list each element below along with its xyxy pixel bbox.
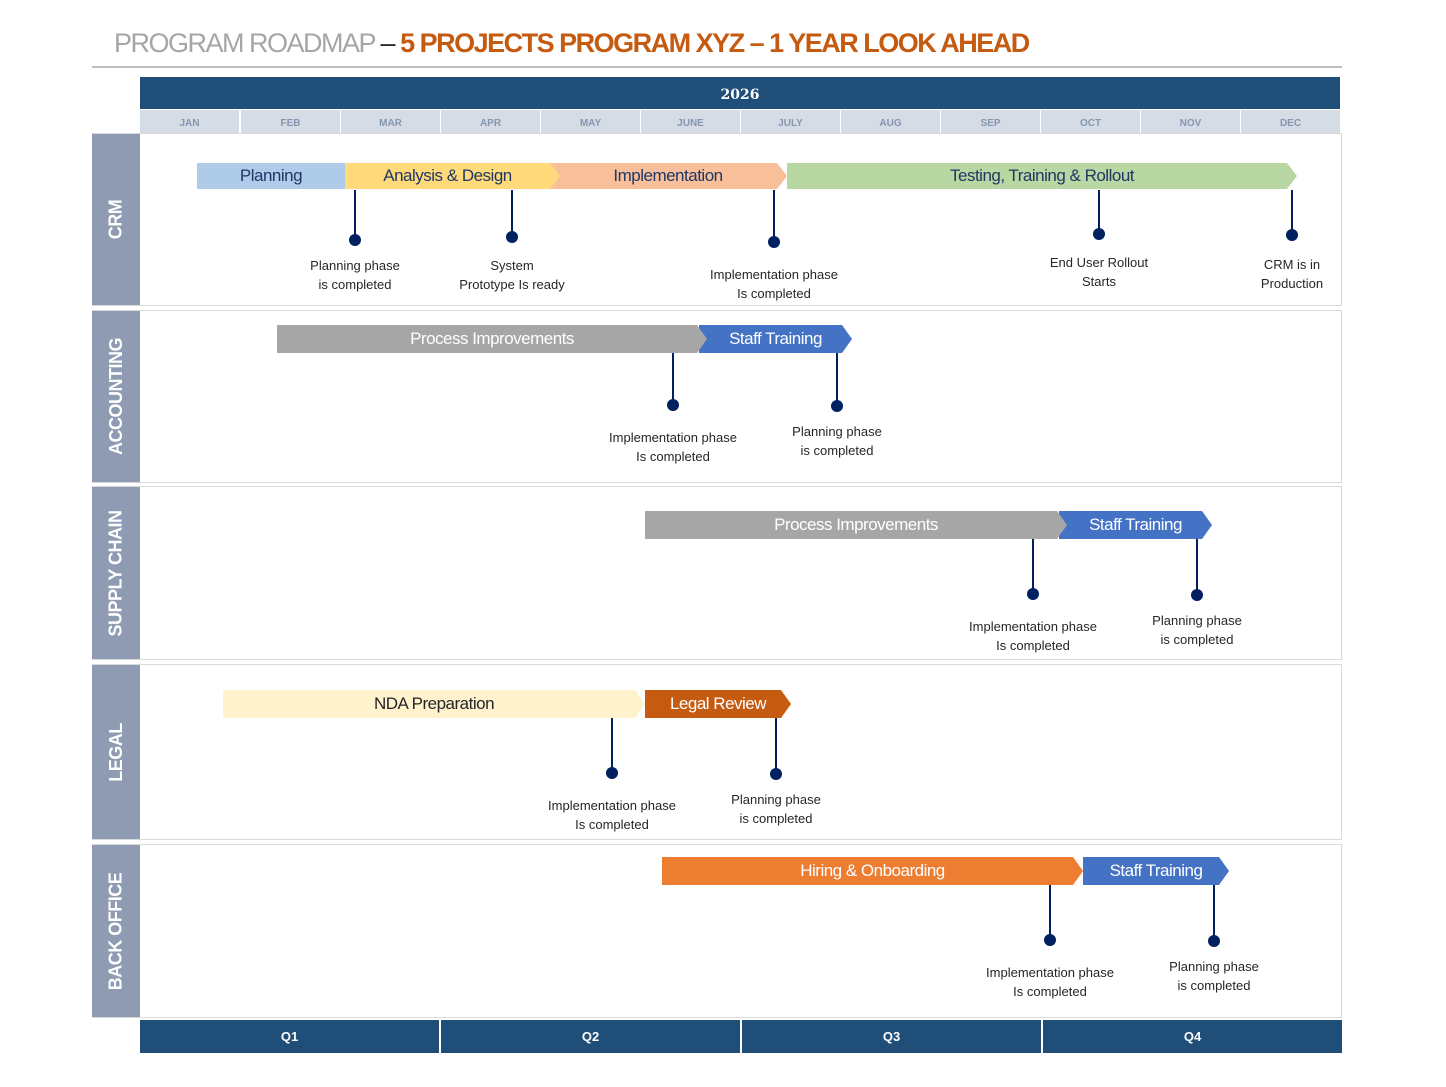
- row-label-supply-chain: SUPPLY CHAIN: [92, 487, 140, 659]
- milestone-dot[interactable]: [506, 231, 518, 243]
- quarter-q4: Q4: [1043, 1020, 1342, 1053]
- quarter-q3: Q3: [742, 1020, 1041, 1053]
- month-oct: OCT: [1041, 110, 1140, 137]
- phase-bar[interactable]: Staff Training: [1059, 511, 1212, 539]
- milestone-stem: [1196, 539, 1198, 595]
- milestone-dot[interactable]: [1027, 588, 1039, 600]
- page-title: PROGRAM ROADMAP – 5 PROJECTS PROGRAM XYZ…: [114, 28, 1030, 58]
- month-may: MAY: [541, 110, 640, 137]
- row-label-crm: CRM: [92, 134, 140, 305]
- milestone-dot[interactable]: [349, 234, 361, 246]
- phase-bar[interactable]: Implementation: [549, 163, 787, 189]
- milestone-label: Implementation phase Is completed: [548, 798, 676, 832]
- milestone-dot[interactable]: [1286, 229, 1298, 241]
- milestone-label: System Prototype Is ready: [459, 258, 565, 292]
- row-label-accounting: ACCOUNTING: [92, 311, 140, 482]
- milestone-label: Implementation phase Is completed: [609, 430, 737, 464]
- phase-bar[interactable]: Testing, Training & Rollout: [787, 163, 1297, 189]
- month-aug: AUG: [841, 110, 940, 137]
- milestone-stem: [611, 718, 613, 773]
- milestone-stem: [354, 190, 356, 240]
- row-label-text: BACK OFFICE: [105, 872, 126, 990]
- milestone-stem: [775, 718, 777, 774]
- milestone-label: Planning phase is completed: [731, 792, 821, 826]
- phase-bar[interactable]: NDA Preparation: [223, 690, 645, 718]
- milestone-stem: [511, 190, 513, 237]
- month-nov: NOV: [1141, 110, 1240, 137]
- milestone-dot[interactable]: [1093, 228, 1105, 240]
- milestone-stem: [1032, 539, 1034, 594]
- milestone-stem: [1098, 190, 1100, 234]
- month-jan: JAN: [140, 110, 239, 137]
- milestone-stem: [1049, 885, 1051, 940]
- milestone-stem: [672, 353, 674, 405]
- milestone-label: Implementation phase Is completed: [710, 267, 838, 301]
- phase-bar[interactable]: Process Improvements: [277, 325, 707, 353]
- row-label-text: LEGAL: [105, 722, 126, 782]
- title-divider: [92, 66, 1342, 68]
- milestone-stem: [1213, 885, 1215, 941]
- phase-bar[interactable]: Staff Training: [699, 325, 852, 353]
- milestone-label: Planning phase is completed: [1169, 959, 1259, 993]
- phase-bar[interactable]: Planning: [197, 163, 345, 189]
- year-header: 2026: [140, 77, 1340, 109]
- month-sep: SEP: [941, 110, 1040, 137]
- milestone-dot[interactable]: [667, 399, 679, 411]
- quarter-q1: Q1: [140, 1020, 439, 1053]
- milestone-label: Planning phase is completed: [792, 424, 882, 458]
- milestone-dot[interactable]: [1191, 589, 1203, 601]
- month-mar: MAR: [341, 110, 440, 137]
- milestone-stem: [836, 353, 838, 406]
- row-label-text: ACCOUNTING: [105, 338, 126, 455]
- month-july: JULY: [741, 110, 840, 137]
- month-feb: FEB: [241, 110, 340, 137]
- phase-bar[interactable]: Staff Training: [1083, 857, 1229, 885]
- row-crm: [92, 133, 1342, 306]
- row-label-legal: LEGAL: [92, 665, 140, 839]
- phase-bar[interactable]: Hiring & Onboarding: [662, 857, 1083, 885]
- phase-bar[interactable]: Analysis & Design: [335, 163, 560, 189]
- month-june: JUNE: [641, 110, 740, 137]
- milestone-label: Planning phase is completed: [310, 258, 400, 292]
- milestone-dot[interactable]: [770, 768, 782, 780]
- milestone-dot[interactable]: [1044, 934, 1056, 946]
- milestone-stem: [773, 190, 775, 242]
- month-apr: APR: [441, 110, 540, 137]
- milestone-label: Planning phase is completed: [1152, 613, 1242, 647]
- milestone-dot[interactable]: [831, 400, 843, 412]
- milestone-dot[interactable]: [768, 236, 780, 248]
- row-label-back-office: BACK OFFICE: [92, 845, 140, 1017]
- row-label-text: SUPPLY CHAIN: [105, 509, 126, 637]
- phase-bar[interactable]: Process Improvements: [645, 511, 1067, 539]
- row-label-text: CRM: [105, 199, 126, 240]
- milestone-label: End User Rollout Starts: [1049, 255, 1149, 289]
- milestone-dot[interactable]: [606, 767, 618, 779]
- milestone-label: Implementation phase Is completed: [986, 965, 1114, 999]
- milestone-stem: [1291, 190, 1293, 235]
- milestone-dot[interactable]: [1208, 935, 1220, 947]
- month-dec: DEC: [1241, 110, 1340, 137]
- phase-bar[interactable]: Legal Review: [645, 690, 791, 718]
- milestone-label: CRM is in Production: [1260, 257, 1324, 291]
- quarter-q2: Q2: [441, 1020, 740, 1053]
- milestone-label: Implementation phase Is completed: [969, 619, 1097, 653]
